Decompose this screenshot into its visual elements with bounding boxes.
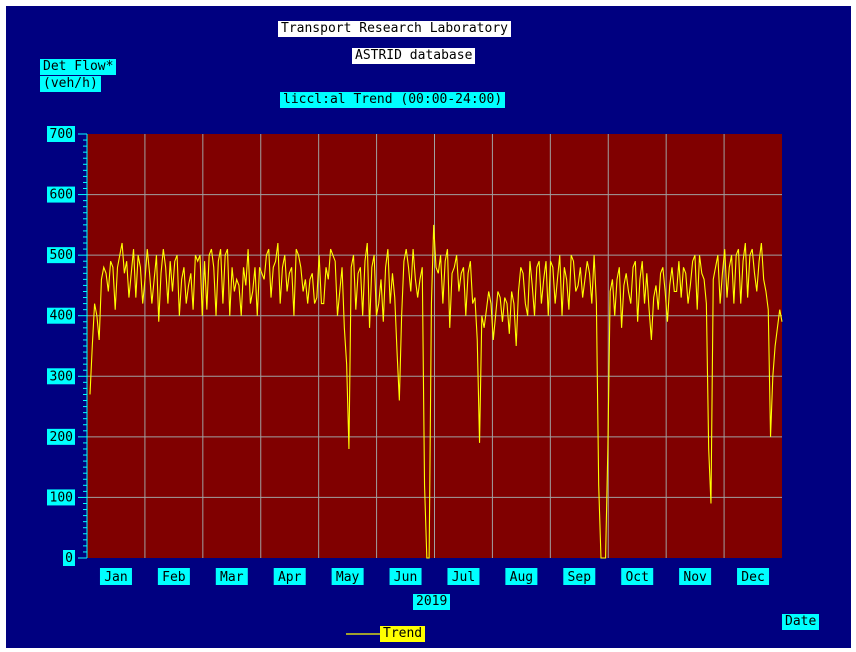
x-tick-label: Jun: [394, 570, 417, 585]
year-label: 2019: [413, 594, 451, 610]
title-line-1: Transport Research Laboratory: [278, 21, 511, 37]
x-tick-label: Aug: [510, 570, 533, 585]
y-tick-label: 100: [50, 490, 73, 505]
x-tick-label-bg: [447, 568, 480, 585]
chart-canvas: Transport Research Laboratory ASTRID dat…: [6, 6, 851, 648]
y-tick-label: 700: [50, 127, 73, 142]
x-tick-label: May: [336, 570, 360, 585]
y-tick-label-bg: [47, 489, 75, 506]
x-tick-label: Dec: [741, 570, 764, 585]
x-axis-label: Date: [782, 614, 820, 630]
y-tick-label-bg: [47, 186, 75, 203]
x-tick-label-bg: [157, 568, 190, 585]
trend-chart: 0 100 200 300 400 500 600 700 Jan Feb Mar Apr May Jun…: [47, 126, 783, 635]
y-tick-label-bg: [47, 126, 75, 142]
x-tick-label: Sep: [568, 570, 592, 585]
legend-label: Trend: [380, 626, 426, 642]
x-tick-label: Apr: [278, 570, 302, 585]
y-axis-label-line-1: Det Flow*: [40, 59, 117, 75]
x-tick-label-bg: [389, 568, 422, 585]
y-tick-label: 300: [50, 369, 73, 384]
x-tick-label: Nov: [683, 570, 707, 585]
x-tick-label: Oct: [625, 570, 648, 585]
y-tick-label-bg: [63, 550, 75, 566]
y-tick-label-bg: [47, 368, 75, 385]
x-tick-label: Jul: [452, 570, 475, 585]
x-tick-label-bg: [215, 568, 248, 585]
x-tick-label-bg: [679, 568, 712, 585]
chart-title: liccl:al Trend (00:00-24:00): [280, 92, 506, 108]
y-tick-label: 500: [50, 248, 73, 263]
x-tick-label-bg: [737, 568, 770, 585]
y-axis-label-line-2: (veh/h): [40, 76, 101, 92]
x-tick-label-bg: [621, 568, 654, 585]
y-tick-label: 200: [50, 430, 73, 445]
x-tick-label: Jan: [104, 570, 127, 585]
x-tick-label-bg: [273, 568, 306, 585]
x-tick-label: Mar: [220, 570, 244, 585]
x-tick-label: Feb: [162, 570, 186, 585]
y-tick-label-bg: [47, 428, 75, 445]
series-line-trend: [89, 224, 783, 559]
x-tick-label-bg: [563, 568, 596, 585]
x-tick-label-bg: [99, 568, 132, 585]
y-tick-label-bg: [47, 247, 75, 264]
y-tick-label: 400: [50, 309, 73, 324]
y-tick-label: 600: [50, 188, 73, 203]
x-tick-label-bg: [505, 568, 538, 585]
y-tick-label: 0: [65, 551, 73, 566]
title-line-2: ASTRID database: [352, 48, 476, 64]
y-tick-label-bg: [47, 307, 75, 324]
x-tick-label-bg: [331, 568, 364, 585]
